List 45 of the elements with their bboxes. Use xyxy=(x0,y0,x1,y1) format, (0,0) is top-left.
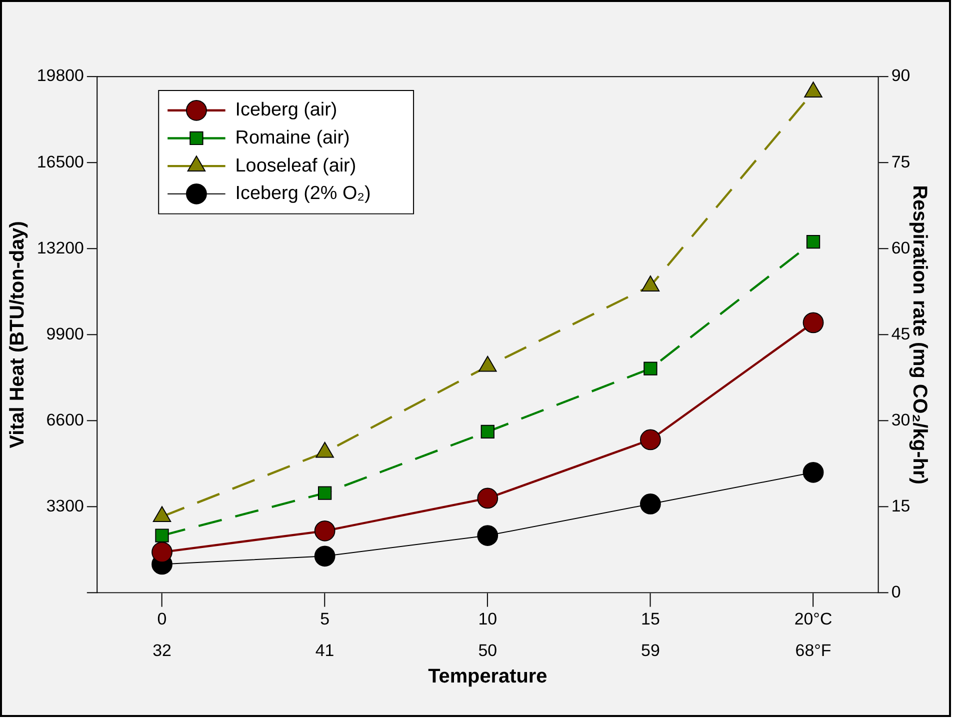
point xyxy=(155,528,169,542)
y2-tick-label: 45 xyxy=(891,324,910,344)
point xyxy=(806,234,820,249)
point xyxy=(477,525,498,546)
point xyxy=(640,429,661,450)
y-tick-label: 16500 xyxy=(36,152,84,172)
y-tick-label: 9900 xyxy=(46,324,84,344)
y-tick-label: 6600 xyxy=(46,410,84,430)
legend-label: Romaine (air) xyxy=(235,127,350,148)
legend-label: Iceberg (air) xyxy=(235,100,338,121)
y-tick-label: 13200 xyxy=(36,238,84,258)
y-axis-title: Vital Heat (BTU/ton-day) xyxy=(6,221,28,448)
point xyxy=(477,488,498,509)
point xyxy=(802,462,824,483)
point xyxy=(314,520,336,542)
x2-tick-label: 32 xyxy=(152,640,172,660)
y2-tick-label: 60 xyxy=(891,238,910,258)
y2-tick-label: 30 xyxy=(891,410,910,430)
point xyxy=(314,546,336,567)
y2-tick-label: 90 xyxy=(891,66,910,86)
point xyxy=(644,362,658,376)
y2-tick-label: 75 xyxy=(891,152,910,172)
x2-tick-label: 59 xyxy=(641,640,660,660)
x2-tick-label: 68°F xyxy=(795,640,832,660)
x-axis-title: Temperature xyxy=(428,666,548,688)
x2-tick-label: 50 xyxy=(478,640,498,660)
point xyxy=(152,542,172,563)
x-tick-label: 20°C xyxy=(794,610,832,629)
y2-tick-label: 15 xyxy=(891,496,910,516)
x-tick-label: 0 xyxy=(157,610,167,629)
y2-tick-label: 0 xyxy=(891,582,901,602)
point xyxy=(640,494,661,514)
y-tick-label: 19800 xyxy=(36,66,84,86)
legend-label: Iceberg (2% O₂) xyxy=(235,183,371,204)
y2-axis-title: Respiration rate (mg CO₂/kg-hr) xyxy=(908,185,931,484)
legend-label: Looseleaf (air) xyxy=(235,155,356,176)
point xyxy=(804,82,822,98)
point xyxy=(480,424,494,439)
x-tick-label: 10 xyxy=(478,610,498,629)
y-tick-label: 3300 xyxy=(46,496,84,516)
x-tick-label: 5 xyxy=(320,610,330,629)
x2-tick-label: 41 xyxy=(315,640,334,660)
point xyxy=(318,486,332,500)
x-tick-label: 15 xyxy=(641,610,660,629)
point xyxy=(802,312,824,334)
